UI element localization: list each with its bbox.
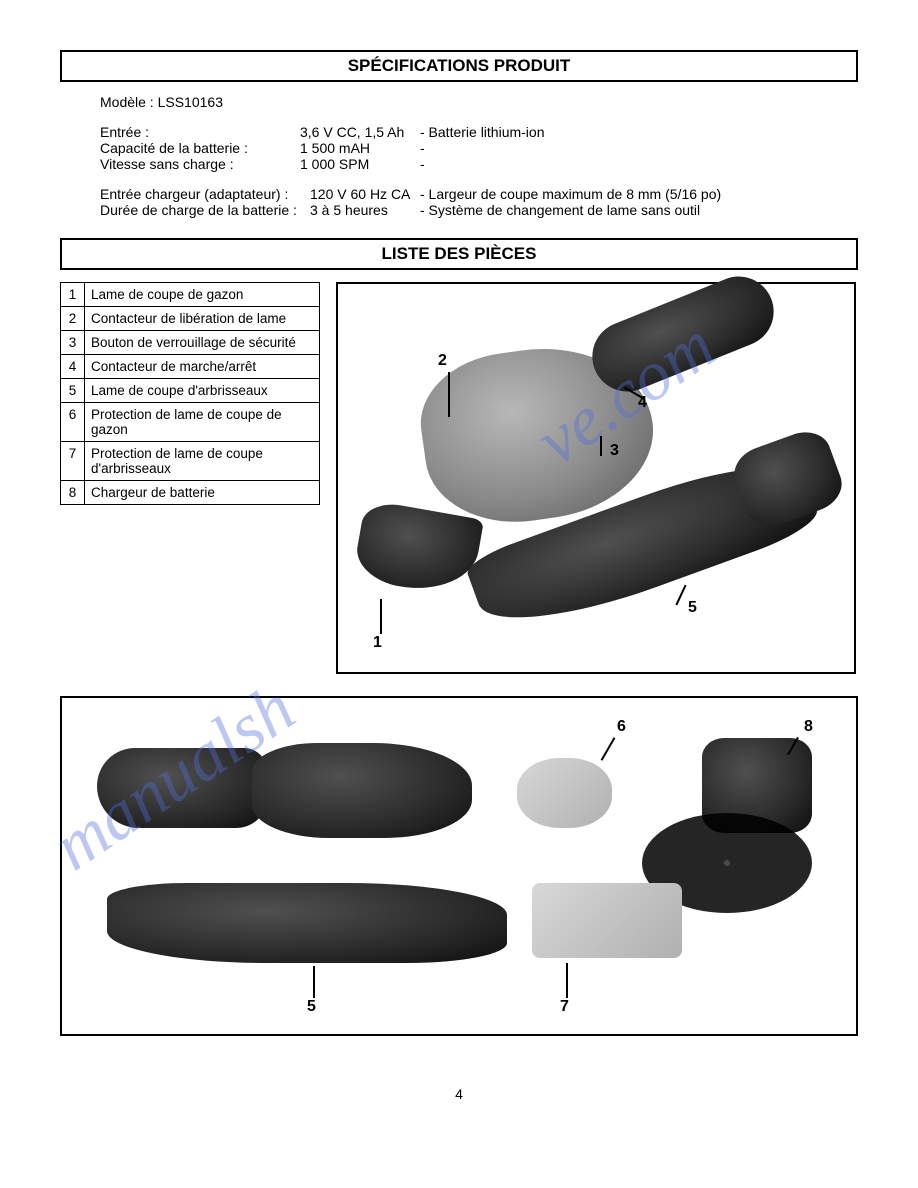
- spec-label: Durée de charge de la batterie :: [100, 202, 310, 218]
- leader-line: [313, 966, 315, 998]
- spec-value: 3 à 5 heures: [310, 202, 420, 218]
- parts-wrap: 1Lame de coupe de gazon 2Contacteur de l…: [60, 282, 858, 674]
- part-num: 1: [61, 283, 85, 307]
- hedge-blade-shape: [107, 883, 507, 963]
- grass-cover-shape: [517, 758, 612, 828]
- leader-line: [600, 436, 602, 456]
- spec-label: Entrée chargeur (adaptateur) :: [100, 186, 310, 202]
- spec-row: Capacité de la batterie : 1 500 mAH -: [100, 140, 818, 156]
- part-num: 7: [61, 442, 85, 481]
- callout-2: 2: [438, 352, 447, 370]
- part-label: Lame de coupe d'arbrisseaux: [85, 379, 320, 403]
- tool-handle-shape: [582, 266, 784, 402]
- leader-line: [380, 599, 382, 634]
- spec-value: 120 V 60 Hz CA: [310, 186, 420, 202]
- leader-line: [448, 372, 450, 417]
- spec-label: Vitesse sans charge :: [100, 156, 300, 172]
- part-num: 8: [61, 481, 85, 505]
- leader-line: [675, 585, 686, 606]
- table-row: 6Protection de lame de coupe de gazon: [61, 403, 320, 442]
- spec-row: Entrée : 3,6 V CC, 1,5 Ah - Batterie lit…: [100, 124, 818, 140]
- table-row: 4Contacteur de marche/arrêt: [61, 355, 320, 379]
- spec-note: - Batterie lithium-ion: [420, 124, 818, 140]
- table-row: 3Bouton de verrouillage de sécurité: [61, 331, 320, 355]
- spec-note: - Système de changement de lame sans out…: [420, 202, 818, 218]
- part-label: Bouton de verrouillage de sécurité: [85, 331, 320, 355]
- table-row: 2Contacteur de libération de lame: [61, 307, 320, 331]
- tool-body-shape: [97, 748, 267, 828]
- spec-note: - Largeur de coupe maximum de 8 mm (5/16…: [420, 186, 818, 202]
- part-label: Protection de lame de coupe de gazon: [85, 403, 320, 442]
- spec-row: Entrée chargeur (adaptateur) : 120 V 60 …: [100, 186, 818, 202]
- spec-note: -: [420, 140, 818, 156]
- callout-3: 3: [610, 442, 619, 460]
- callout-5: 5: [688, 599, 697, 617]
- table-row: 5Lame de coupe d'arbrisseaux: [61, 379, 320, 403]
- model-line: Modèle : LSS10163: [100, 94, 818, 110]
- tool-head-shape: [252, 743, 472, 838]
- part-num: 3: [61, 331, 85, 355]
- section-header-parts: LISTE DES PIÈCES: [60, 238, 858, 270]
- model-value: LSS10163: [158, 94, 223, 110]
- part-label: Contacteur de marche/arrêt: [85, 355, 320, 379]
- spec-rows-1: Entrée : 3,6 V CC, 1,5 Ah - Batterie lit…: [100, 124, 818, 172]
- model-label: Modèle :: [100, 94, 154, 110]
- callout-5b: 5: [307, 998, 316, 1016]
- callout-8: 8: [804, 718, 813, 736]
- section-header-spec: SPÉCIFICATIONS PRODUIT: [60, 50, 858, 82]
- table-row: 1Lame de coupe de gazon: [61, 283, 320, 307]
- spec-note: -: [420, 156, 818, 172]
- spec-rows-2: Entrée chargeur (adaptateur) : 120 V 60 …: [100, 186, 818, 218]
- part-label: Contacteur de libération de lame: [85, 307, 320, 331]
- callout-1: 1: [373, 634, 382, 652]
- hedge-cover-shape: [532, 883, 682, 958]
- spec-value: 1 500 mAH: [300, 140, 420, 156]
- grass-blade-shape: [352, 499, 484, 599]
- part-num: 4: [61, 355, 85, 379]
- parts-table: 1Lame de coupe de gazon 2Contacteur de l…: [60, 282, 320, 505]
- leader-line: [601, 737, 616, 761]
- table-row: 8Chargeur de batterie: [61, 481, 320, 505]
- callout-7: 7: [560, 998, 569, 1016]
- figure-1: ve.com 2 4 3 1 5: [336, 282, 856, 674]
- spec-block: Modèle : LSS10163 Entrée : 3,6 V CC, 1,5…: [60, 94, 858, 238]
- spec-label: Capacité de la batterie :: [100, 140, 300, 156]
- part-label: Protection de lame de coupe d'arbrisseau…: [85, 442, 320, 481]
- table-row: 7Protection de lame de coupe d'arbrissea…: [61, 442, 320, 481]
- spec-row: Vitesse sans charge : 1 000 SPM -: [100, 156, 818, 172]
- spec-row: Durée de charge de la batterie : 3 à 5 h…: [100, 202, 818, 218]
- spec-value: 1 000 SPM: [300, 156, 420, 172]
- part-num: 6: [61, 403, 85, 442]
- figure-2: manualsh 6 8 5 7: [60, 696, 858, 1036]
- spec-label: Entrée :: [100, 124, 300, 140]
- part-num: 2: [61, 307, 85, 331]
- callout-6: 6: [617, 718, 626, 736]
- page-number: 4: [60, 1086, 858, 1102]
- part-num: 5: [61, 379, 85, 403]
- leader-line: [566, 963, 568, 998]
- spec-value: 3,6 V CC, 1,5 Ah: [300, 124, 420, 140]
- part-label: Lame de coupe de gazon: [85, 283, 320, 307]
- part-label: Chargeur de batterie: [85, 481, 320, 505]
